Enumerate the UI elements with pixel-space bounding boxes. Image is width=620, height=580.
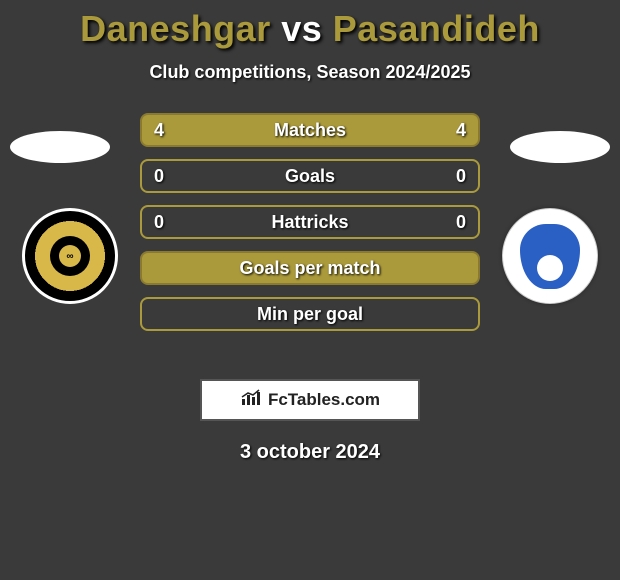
footer-attribution: FcTables.com xyxy=(200,379,420,421)
stat-right-value: 4 xyxy=(456,120,466,141)
badge-shield xyxy=(520,224,580,289)
player2-ellipse xyxy=(510,131,610,163)
stat-label: Goals per match xyxy=(239,258,380,279)
stat-right-value: 0 xyxy=(456,166,466,187)
stat-row: Min per goal xyxy=(140,297,480,331)
content-area: ∞ 4 Matches 4 0 Goals 0 0 Hattricks 0 Goals per m… xyxy=(0,113,620,373)
vs-label: vs xyxy=(281,8,322,49)
stat-label: Goals xyxy=(285,166,335,187)
player1-ellipse xyxy=(10,131,110,163)
stat-label: Hattricks xyxy=(271,212,348,233)
footer-text: FcTables.com xyxy=(268,390,380,410)
chart-icon xyxy=(240,389,262,412)
badge-core: ∞ xyxy=(59,245,81,267)
player1-club-badge: ∞ xyxy=(22,208,118,304)
player2-name: Pasandideh xyxy=(333,8,540,49)
stat-right-value: 0 xyxy=(456,212,466,233)
player1-name: Daneshgar xyxy=(80,8,271,49)
stat-label: Min per goal xyxy=(257,304,363,325)
stat-rows: 4 Matches 4 0 Goals 0 0 Hattricks 0 Goals per mat… xyxy=(140,113,480,343)
stat-row: 0 Goals 0 xyxy=(140,159,480,193)
player2-club-badge xyxy=(502,208,598,304)
stat-left-value: 4 xyxy=(154,120,164,141)
stat-row: 4 Matches 4 xyxy=(140,113,480,147)
date-label: 3 october 2024 xyxy=(0,441,620,464)
subtitle: Club competitions, Season 2024/2025 xyxy=(0,62,620,83)
stat-label: Matches xyxy=(274,120,346,141)
stat-row: 0 Hattricks 0 xyxy=(140,205,480,239)
badge-inner: ∞ xyxy=(50,236,90,276)
stat-left-value: 0 xyxy=(154,212,164,233)
stat-left-value: 0 xyxy=(154,166,164,187)
stat-row: Goals per match xyxy=(140,251,480,285)
comparison-title: Daneshgar vs Pasandideh xyxy=(0,0,620,50)
